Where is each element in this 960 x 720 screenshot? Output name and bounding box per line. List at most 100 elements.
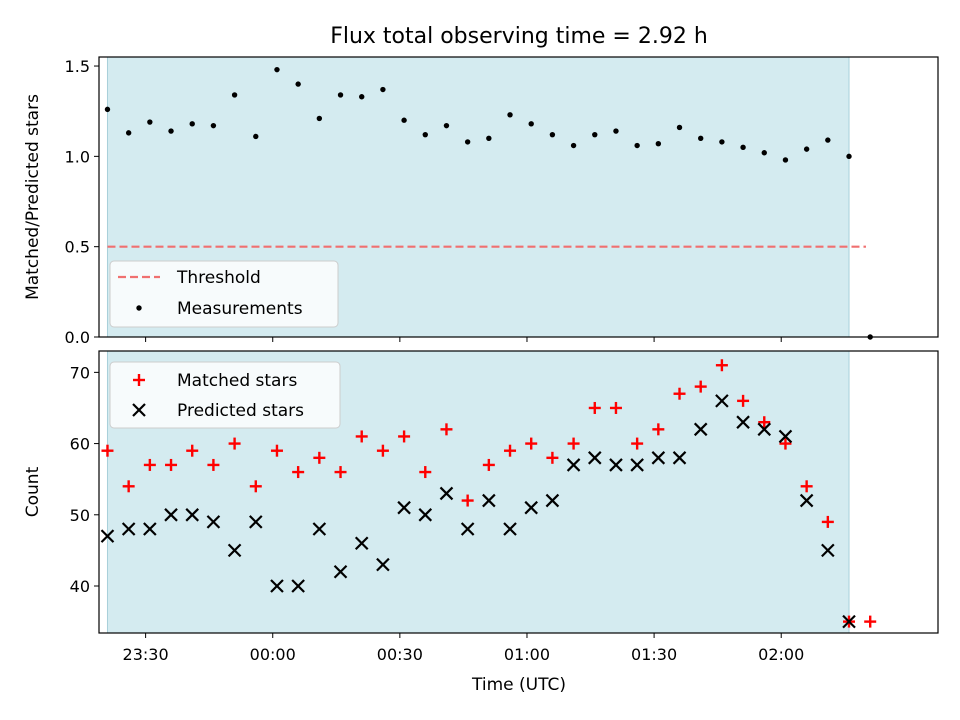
measurement-point <box>210 122 217 129</box>
matched-stars-point <box>461 494 474 507</box>
measurement-point <box>528 121 534 127</box>
matched-stars-point <box>122 480 135 493</box>
matched-stars-point <box>609 401 622 414</box>
x-stroke-b <box>630 458 644 472</box>
matched-stars-point <box>567 437 580 450</box>
x-stroke-b <box>100 529 115 543</box>
top-panel: 0.0 0.5 1.0 1.5 Matched/Predicted stars Thr… <box>23 56 939 347</box>
predicted-stars-point <box>545 493 560 508</box>
matched-stars-point <box>588 401 601 414</box>
predicted-stars-point <box>821 543 835 558</box>
matched-stars-point <box>398 430 411 443</box>
x-stroke-b <box>651 451 666 465</box>
matched-stars-point <box>207 458 220 471</box>
x-stroke-b <box>672 451 687 465</box>
y-tick-label: 0.0 <box>65 328 90 347</box>
x-tick-label: 00:30 <box>377 645 423 664</box>
measurement-point <box>125 130 132 136</box>
measurement-point <box>422 131 428 138</box>
measurement-point <box>295 81 301 87</box>
x-tick-label: 01:00 <box>504 645 550 664</box>
top-axes-frame <box>98 56 939 338</box>
matched-stars-point <box>440 423 453 436</box>
measurement-point <box>507 112 513 118</box>
predicted-stars-point <box>460 522 475 536</box>
measurement-point <box>825 137 831 143</box>
top-x-ticks <box>145 337 782 342</box>
x-tick-label: 02:00 <box>758 645 804 664</box>
measurement-point <box>634 142 640 149</box>
predicted-stars-point <box>609 458 623 472</box>
x-stroke-b <box>524 500 538 515</box>
y-tick-label: 1.0 <box>65 147 90 166</box>
x-tick-label: 01:30 <box>631 645 677 664</box>
predicted-stars-point <box>185 508 200 522</box>
legend-matched-swatch <box>133 374 145 386</box>
predicted-stars-point <box>693 422 708 437</box>
matched-stars-point <box>525 437 538 450</box>
x-stroke-b <box>842 614 856 629</box>
legend-predicted-swatch <box>132 403 146 417</box>
measurement-point <box>761 150 767 156</box>
x-stroke-b <box>185 508 200 522</box>
y-tick-label: 0.5 <box>65 238 90 257</box>
predicted-stars-point <box>587 451 602 465</box>
measurement-point <box>274 66 280 73</box>
predicted-stars-point <box>418 508 433 522</box>
matched-stars-point <box>546 451 559 464</box>
predicted-stars-point <box>333 564 348 579</box>
matched-stars-point <box>504 444 517 457</box>
matched-stars-point <box>419 466 432 479</box>
legend-predicted-label: Predicted stars <box>177 401 304 421</box>
measurement-point <box>782 157 789 163</box>
matched-stars-point <box>313 451 326 464</box>
bottom-axes-frame <box>98 350 939 634</box>
x-stroke-b <box>206 515 221 529</box>
matched-stars-point <box>355 430 368 443</box>
x-axis-label: Time (UTC) <box>471 675 566 695</box>
measurement-point <box>168 128 174 134</box>
x-stroke-b <box>333 564 348 579</box>
x-stroke-b <box>460 522 475 536</box>
predicted-stars-point <box>651 451 666 465</box>
predicted-stars-point <box>842 614 856 629</box>
matched-stars-point <box>482 458 495 471</box>
measurement-point <box>464 139 471 145</box>
x-stroke-b <box>545 493 560 508</box>
predicted-stars-point <box>143 522 157 536</box>
matched-stars-point <box>758 416 771 429</box>
matched-stars-point <box>292 466 305 479</box>
predicted-stars-point <box>736 415 750 429</box>
matched-stars-point <box>270 444 283 457</box>
predicted-stars-point <box>566 458 581 472</box>
x-stroke-b <box>291 579 305 593</box>
matched-stars-point <box>779 437 792 450</box>
predicted-stars-point <box>757 422 772 437</box>
x-stroke-b <box>270 579 284 593</box>
x-stroke-b <box>736 415 750 429</box>
predicted-stars-point <box>312 522 327 536</box>
measurement-point <box>549 131 556 138</box>
measurement-point <box>189 121 195 127</box>
measurement-point <box>698 135 704 141</box>
matched-stars-point <box>334 466 347 479</box>
matched-stars-point <box>143 458 156 471</box>
predicted-stars-point <box>397 500 411 515</box>
x-stroke-b <box>143 522 157 536</box>
x-tick-label: 00:00 <box>250 645 296 664</box>
predicted-stars-point <box>291 579 305 593</box>
x-stroke-b <box>715 394 729 408</box>
predicted-stars-point <box>376 557 390 572</box>
y-tick-label: 60 <box>70 435 90 454</box>
x-stroke-b <box>609 458 623 472</box>
matched-stars-point <box>652 423 665 436</box>
matched-stars-point <box>821 515 834 528</box>
measurement-point <box>401 117 407 123</box>
x-stroke-b <box>757 422 772 437</box>
legend-matched-label: Matched stars <box>177 371 297 391</box>
legend-threshold-label: Threshold <box>176 268 261 288</box>
x-stroke-b <box>312 522 327 536</box>
bottom-y-label: Count <box>23 466 43 517</box>
